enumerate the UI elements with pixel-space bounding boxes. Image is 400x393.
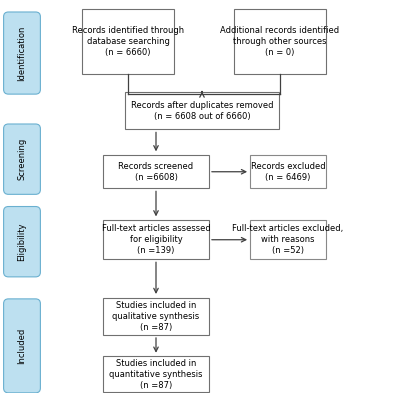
FancyBboxPatch shape [250, 155, 326, 189]
Text: Full-text articles assessed
for eligibility
(n =139): Full-text articles assessed for eligibil… [102, 224, 210, 255]
Text: Identification: Identification [18, 26, 26, 81]
Text: Full-text articles excluded,
with reasons
(n =52): Full-text articles excluded, with reason… [232, 224, 344, 255]
FancyBboxPatch shape [125, 92, 279, 129]
Text: Records identified through
database searching
(n = 6660): Records identified through database sear… [72, 26, 184, 57]
Text: Records excluded
(n = 6469): Records excluded (n = 6469) [251, 162, 325, 182]
Text: Records screened
(n =6608): Records screened (n =6608) [118, 162, 194, 182]
FancyBboxPatch shape [234, 9, 326, 73]
Text: Included: Included [18, 328, 26, 364]
FancyBboxPatch shape [4, 12, 40, 94]
FancyBboxPatch shape [103, 298, 209, 335]
Text: Eligibility: Eligibility [18, 222, 26, 261]
Text: Studies included in
quantitative synthesis
(n =87): Studies included in quantitative synthes… [109, 358, 203, 390]
Text: Additional records identified
through other sources
(n = 0): Additional records identified through ot… [220, 26, 340, 57]
FancyBboxPatch shape [250, 220, 326, 259]
FancyBboxPatch shape [4, 124, 40, 194]
FancyBboxPatch shape [4, 207, 40, 277]
Text: Studies included in
qualitative synthesis
(n =87): Studies included in qualitative synthesi… [112, 301, 200, 332]
FancyBboxPatch shape [103, 155, 209, 189]
FancyBboxPatch shape [103, 220, 209, 259]
Text: Records after duplicates removed
(n = 6608 out of 6660): Records after duplicates removed (n = 66… [131, 101, 273, 121]
FancyBboxPatch shape [82, 9, 174, 73]
Text: Screening: Screening [18, 138, 26, 180]
FancyBboxPatch shape [4, 299, 40, 393]
FancyBboxPatch shape [103, 356, 209, 392]
